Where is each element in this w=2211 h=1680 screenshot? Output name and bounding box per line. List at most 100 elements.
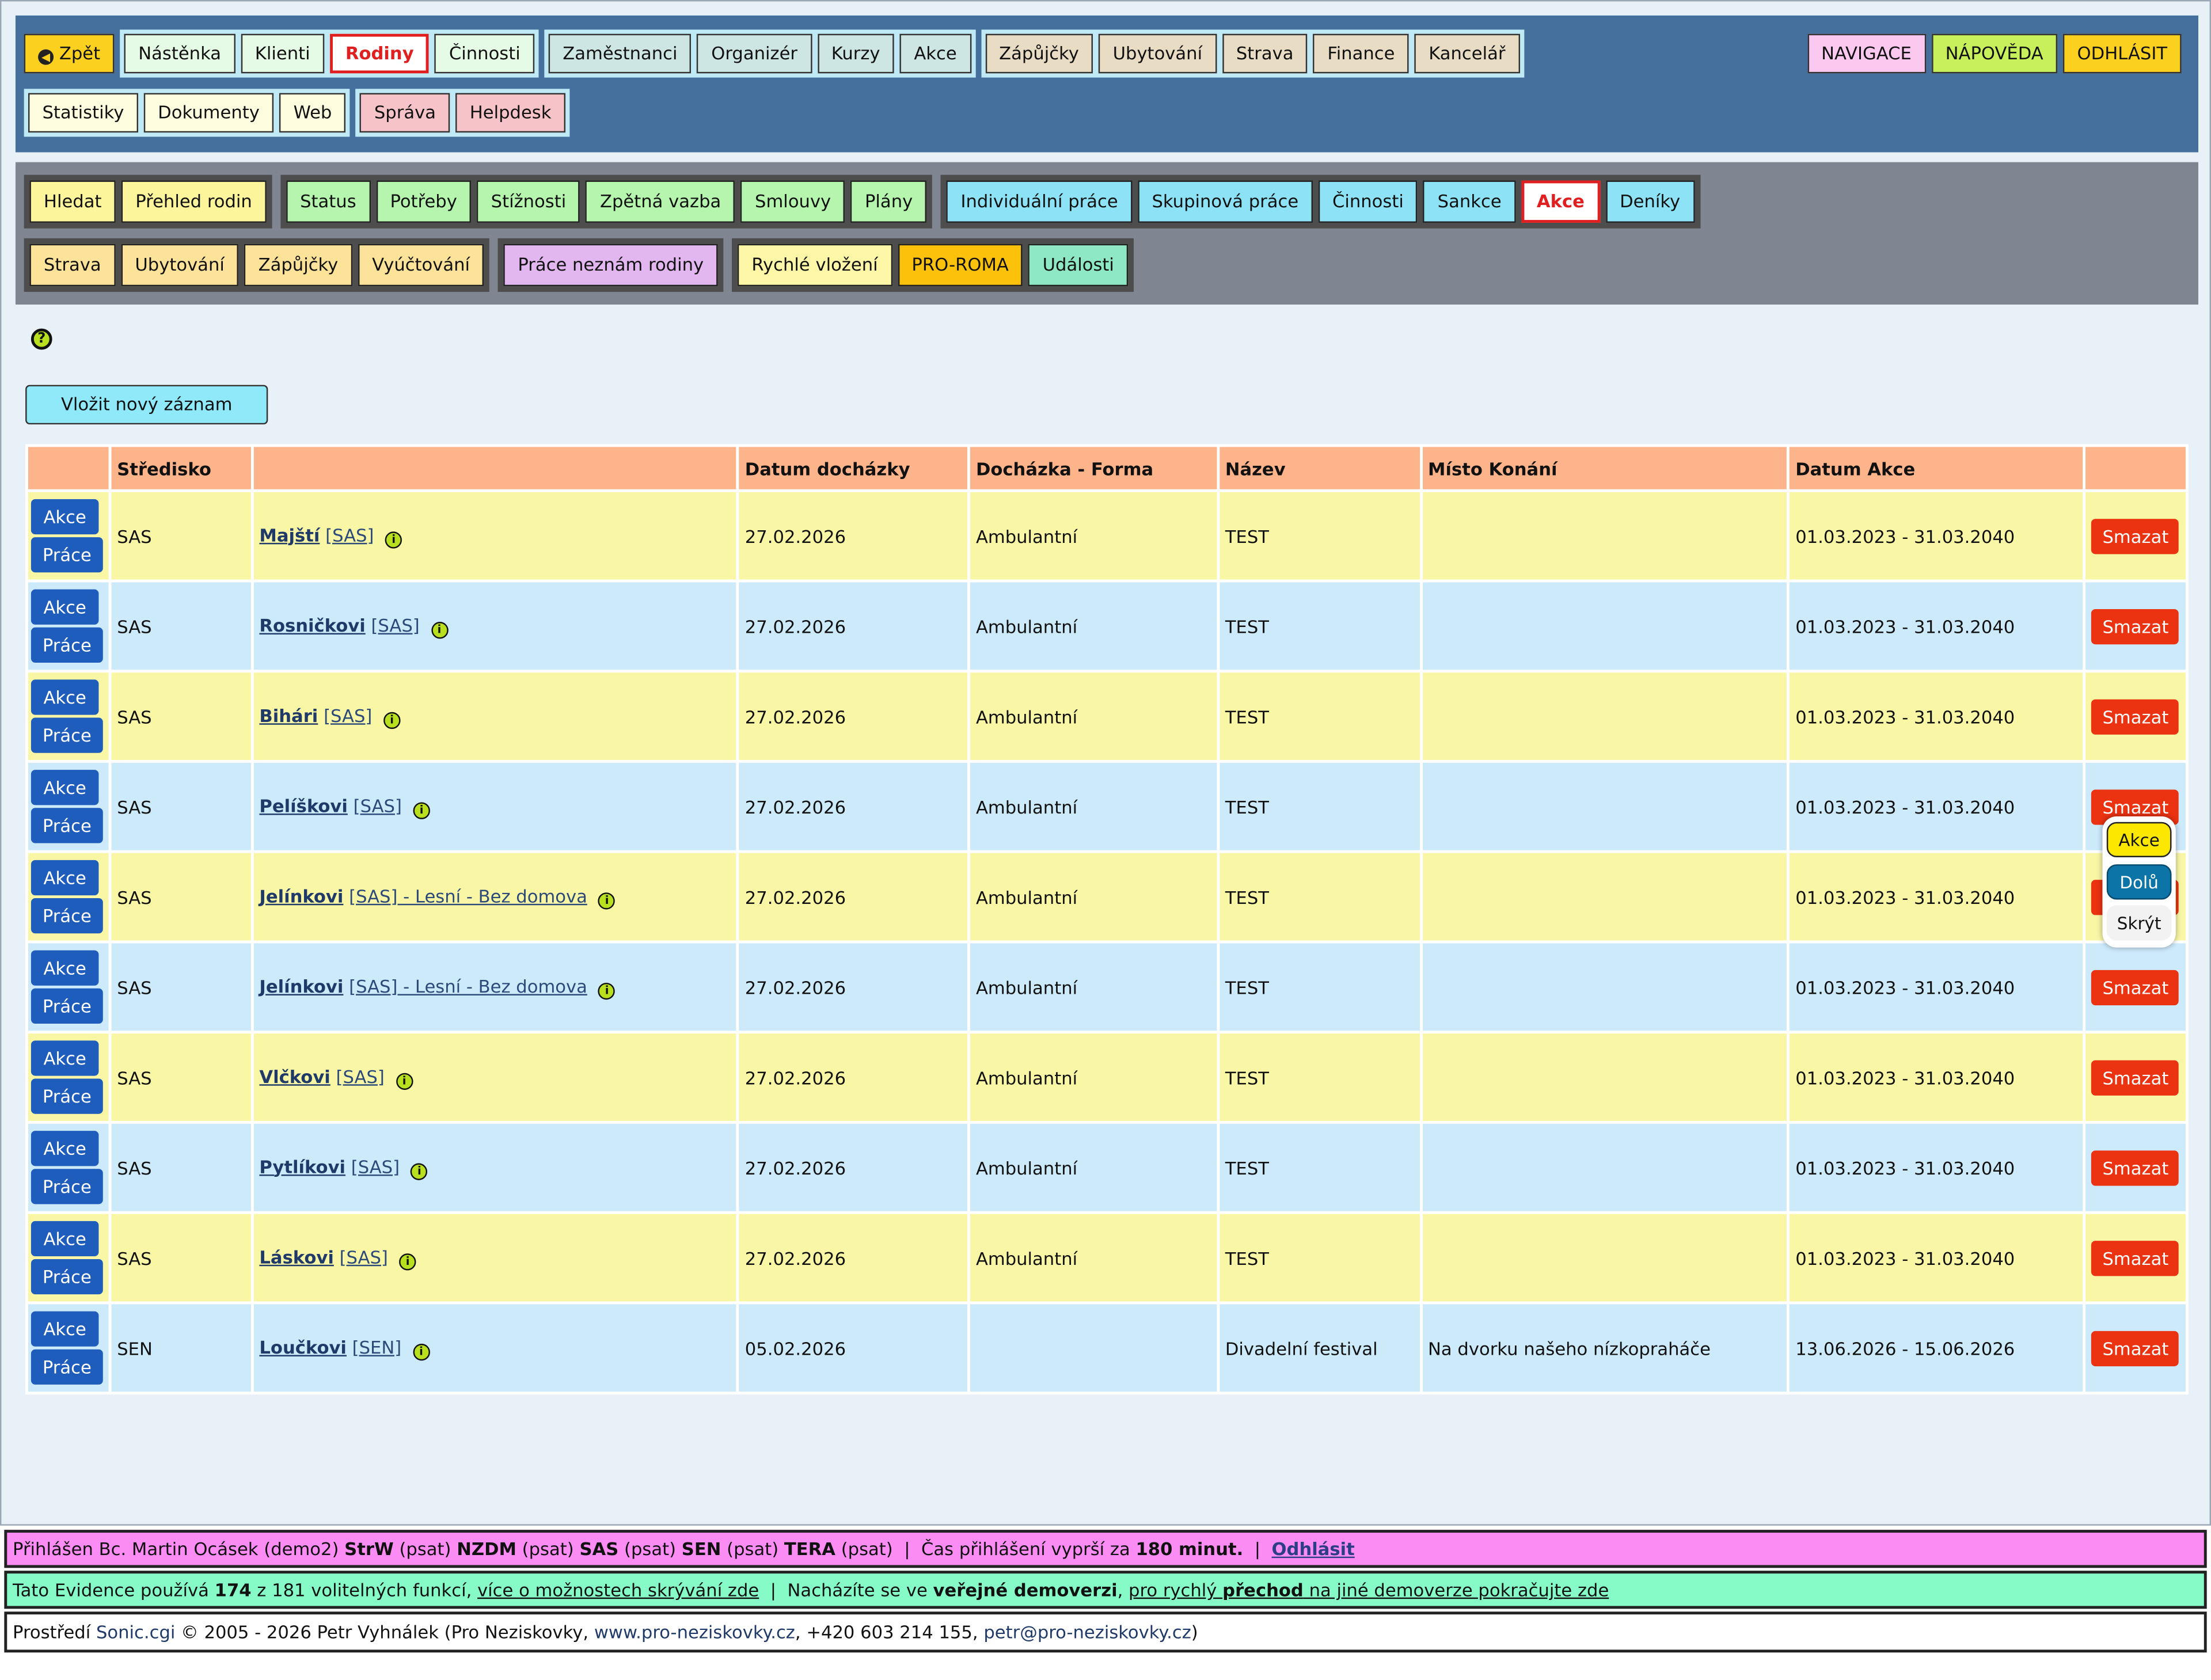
nav-organizer[interactable]: Organizér bbox=[697, 33, 812, 74]
nav-cinnosti[interactable]: Činnosti bbox=[435, 33, 535, 74]
row-prace-button[interactable]: Práce bbox=[31, 717, 103, 753]
navigace-button[interactable]: NAVIGACE bbox=[1807, 33, 1926, 74]
info-icon[interactable]: i bbox=[399, 1252, 416, 1270]
delete-button[interactable]: Smazat bbox=[2092, 1059, 2179, 1095]
question-icon[interactable]: ? bbox=[31, 328, 52, 350]
popup-akce-button[interactable]: Akce bbox=[2106, 822, 2172, 857]
sub-pro-roma[interactable]: PRO-ROMA bbox=[897, 244, 1023, 287]
sub-zapujcky[interactable]: Zápůjčky bbox=[244, 244, 352, 287]
hiding-info-link[interactable]: více o možnostech skrývání zde bbox=[477, 1579, 759, 1601]
row-prace-button[interactable]: Práce bbox=[31, 537, 103, 573]
family-link[interactable]: Loučkovi [SEN] bbox=[259, 1336, 401, 1357]
nav-kancelar[interactable]: Kancelář bbox=[1414, 33, 1519, 74]
delete-button[interactable]: Smazat bbox=[2092, 1240, 2179, 1276]
nav-dokumenty[interactable]: Dokumenty bbox=[143, 93, 274, 133]
header-nazev[interactable]: Název bbox=[1217, 444, 1423, 492]
header-stredisko[interactable]: Středisko bbox=[108, 444, 254, 492]
nav-klienti[interactable]: Klienti bbox=[241, 33, 325, 74]
family-link[interactable]: Vlčkovi [SAS] bbox=[259, 1065, 384, 1086]
info-icon[interactable]: i bbox=[396, 1072, 413, 1089]
row-prace-button[interactable]: Práce bbox=[31, 808, 103, 843]
website-link[interactable]: www.pro-neziskovky.cz bbox=[594, 1621, 795, 1643]
nav-ubytovani[interactable]: Ubytování bbox=[1099, 33, 1217, 74]
sub-deniky[interactable]: Deníky bbox=[1605, 180, 1695, 223]
row-prace-button[interactable]: Práce bbox=[31, 1169, 103, 1204]
header-datum-akce[interactable]: Datum Akce bbox=[1787, 444, 2085, 492]
delete-button[interactable]: Smazat bbox=[2092, 608, 2179, 644]
sub-status[interactable]: Status bbox=[286, 180, 371, 223]
nav-sprava[interactable]: Správa bbox=[360, 93, 450, 133]
new-record-button[interactable]: Vložit nový záznam bbox=[25, 385, 268, 425]
nav-zamestnanci[interactable]: Zaměstnanci bbox=[548, 33, 692, 74]
sub-strava[interactable]: Strava bbox=[29, 244, 116, 287]
header-dochazka-forma[interactable]: Docházka - Forma bbox=[967, 444, 1220, 492]
nav-finance[interactable]: Finance bbox=[1313, 33, 1409, 74]
nav-strava[interactable]: Strava bbox=[1222, 33, 1308, 74]
header-datum-dochazky[interactable]: Datum docházky bbox=[736, 444, 971, 492]
family-link[interactable]: Bihári [SAS] bbox=[259, 704, 372, 725]
sub-prace-neznam-rodiny[interactable]: Práce neznám rodiny bbox=[503, 244, 718, 287]
nav-kurzy[interactable]: Kurzy bbox=[817, 33, 895, 74]
sub-skupinova-prace[interactable]: Skupinová práce bbox=[1137, 180, 1313, 223]
row-akce-button[interactable]: Akce bbox=[31, 1040, 99, 1076]
info-icon[interactable]: i bbox=[598, 891, 616, 909]
popup-dolu-button[interactable]: Dolů bbox=[2106, 864, 2172, 900]
sub-rychle-vlozeni[interactable]: Rychlé vložení bbox=[737, 244, 892, 287]
nav-akce[interactable]: Akce bbox=[899, 33, 971, 74]
info-icon[interactable]: i bbox=[411, 1162, 428, 1180]
sub-prehled-rodin[interactable]: Přehled rodin bbox=[121, 180, 267, 223]
sub-hledat[interactable]: Hledat bbox=[29, 180, 116, 223]
sub-ubytovani[interactable]: Ubytování bbox=[120, 244, 239, 287]
sub-zpetna-vazba[interactable]: Zpětná vazba bbox=[586, 180, 735, 223]
header-misto-konani[interactable]: Místo Konání bbox=[1419, 444, 1790, 492]
family-link[interactable]: Jelínkovi [SAS] - Lesní - Bez domova bbox=[259, 885, 587, 906]
row-prace-button[interactable]: Práce bbox=[31, 627, 103, 663]
delete-button[interactable]: Smazat bbox=[2092, 1330, 2179, 1366]
sub-vyuctovani[interactable]: Vyúčtování bbox=[358, 244, 484, 287]
info-icon[interactable]: i bbox=[431, 621, 448, 638]
row-akce-button[interactable]: Akce bbox=[31, 860, 99, 896]
sub-smlouvy[interactable]: Smlouvy bbox=[740, 180, 845, 223]
sub-potreby[interactable]: Potřeby bbox=[375, 180, 472, 223]
footer-logout-link[interactable]: Odhlásit bbox=[1271, 1538, 1355, 1560]
row-akce-button[interactable]: Akce bbox=[31, 589, 99, 625]
family-link[interactable]: Pelíškovi [SAS] bbox=[259, 795, 401, 816]
nav-zapujcky[interactable]: Zápůjčky bbox=[985, 33, 1093, 74]
row-prace-button[interactable]: Práce bbox=[31, 1078, 103, 1114]
info-icon[interactable]: i bbox=[598, 982, 616, 999]
popup-skryt-button[interactable]: Skrýt bbox=[2106, 905, 2172, 941]
row-akce-button[interactable]: Akce bbox=[31, 1311, 99, 1347]
row-prace-button[interactable]: Práce bbox=[31, 898, 103, 934]
sub-individualni-prace[interactable]: Individuální práce bbox=[947, 180, 1133, 223]
delete-button[interactable]: Smazat bbox=[2092, 518, 2179, 554]
row-prace-button[interactable]: Práce bbox=[31, 988, 103, 1024]
row-akce-button[interactable]: Akce bbox=[31, 770, 99, 805]
sub-plany[interactable]: Plány bbox=[850, 180, 927, 223]
row-prace-button[interactable]: Práce bbox=[31, 1259, 103, 1295]
nav-web[interactable]: Web bbox=[279, 93, 346, 133]
napoveda-button[interactable]: NÁPOVĚDA bbox=[1931, 33, 2058, 74]
delete-button[interactable]: Smazat bbox=[2092, 1150, 2179, 1185]
sub-udalosti[interactable]: Události bbox=[1028, 244, 1129, 287]
row-akce-button[interactable]: Akce bbox=[31, 499, 99, 535]
odhlasit-button[interactable]: ODHLÁSIT bbox=[2063, 33, 2182, 74]
other-demos-link[interactable]: pro rychlý přechod na jiné demoverze pok… bbox=[1129, 1579, 1609, 1601]
family-link[interactable]: Láskovi [SAS] bbox=[259, 1246, 388, 1267]
nav-rodiny[interactable]: Rodiny bbox=[329, 33, 430, 74]
nav-nastenka[interactable]: Nástěnka bbox=[124, 33, 235, 74]
row-prace-button[interactable]: Práce bbox=[31, 1349, 103, 1385]
info-icon[interactable]: i bbox=[413, 801, 430, 819]
family-link[interactable]: Majští [SAS] bbox=[259, 524, 374, 545]
info-icon[interactable]: i bbox=[412, 1343, 430, 1360]
sub-cinnosti[interactable]: Činnosti bbox=[1318, 180, 1418, 223]
nav-helpdesk[interactable]: Helpdesk bbox=[455, 93, 565, 133]
delete-button[interactable]: Smazat bbox=[2092, 698, 2179, 734]
row-akce-button[interactable]: Akce bbox=[31, 950, 99, 986]
sub-akce-active[interactable]: Akce bbox=[1521, 180, 1600, 223]
row-akce-button[interactable]: Akce bbox=[31, 679, 99, 715]
family-link[interactable]: Rosničkovi [SAS] bbox=[259, 614, 419, 636]
email-link[interactable]: petr@pro-neziskovky.cz bbox=[983, 1621, 1191, 1643]
sub-stiznosti[interactable]: Stížnosti bbox=[477, 180, 580, 223]
info-icon[interactable]: i bbox=[383, 711, 401, 728]
nav-statistiky[interactable]: Statistiky bbox=[28, 93, 138, 133]
